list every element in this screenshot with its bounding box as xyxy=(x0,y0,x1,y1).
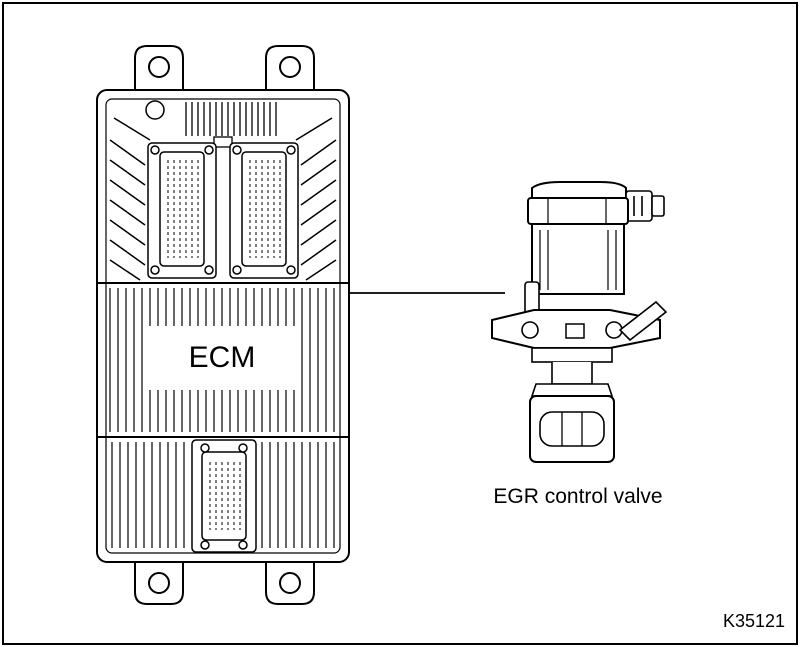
ecm-connector-upper-right xyxy=(229,142,299,279)
egr-neck xyxy=(551,362,593,385)
egr-label: EGR control valve xyxy=(493,485,662,508)
egr-valve xyxy=(491,181,668,463)
figure-code: K35121 xyxy=(723,611,785,631)
egr-electrical-connector xyxy=(625,190,665,222)
ecm-label: ECM xyxy=(189,341,256,374)
ecm-label-plate xyxy=(146,328,298,388)
egr-flange-tab xyxy=(565,323,585,339)
ecm-mid-fins xyxy=(109,288,335,432)
ecm-top-mount-right xyxy=(265,45,315,92)
ecm-lower-fins xyxy=(111,442,335,548)
ecm-connector-lower xyxy=(191,439,257,553)
egr-top-cap xyxy=(531,181,627,199)
ecm-screw-hole xyxy=(145,100,165,120)
ecm-bottom-mount-left xyxy=(134,560,184,605)
egr-neck-top xyxy=(531,347,613,363)
ecm-right-fins xyxy=(295,117,337,281)
egr-angled-pipe xyxy=(618,300,668,342)
egr-actuator-body xyxy=(531,223,625,295)
ecm-left-fins xyxy=(109,117,151,281)
ecm-housing-inner xyxy=(105,98,341,554)
egr-neck-ring xyxy=(530,383,614,397)
ecm-top-vents xyxy=(185,102,277,136)
ecm-top-tab xyxy=(213,136,233,148)
egr-upper-body xyxy=(527,197,629,225)
ecm-bottom-mount-right xyxy=(265,560,315,605)
egr-valve-opening xyxy=(539,411,605,447)
ecm-connector-upper-left xyxy=(147,142,217,279)
ecm-top-mount-left xyxy=(134,45,184,92)
ecm-module xyxy=(96,45,350,605)
egr-flange-bolt-left xyxy=(521,321,539,339)
